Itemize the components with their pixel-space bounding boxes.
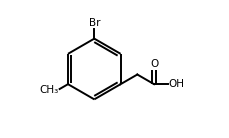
Text: O: O <box>149 59 158 69</box>
Text: Br: Br <box>88 18 100 28</box>
Text: CH₃: CH₃ <box>40 85 59 95</box>
Text: OH: OH <box>168 79 184 89</box>
